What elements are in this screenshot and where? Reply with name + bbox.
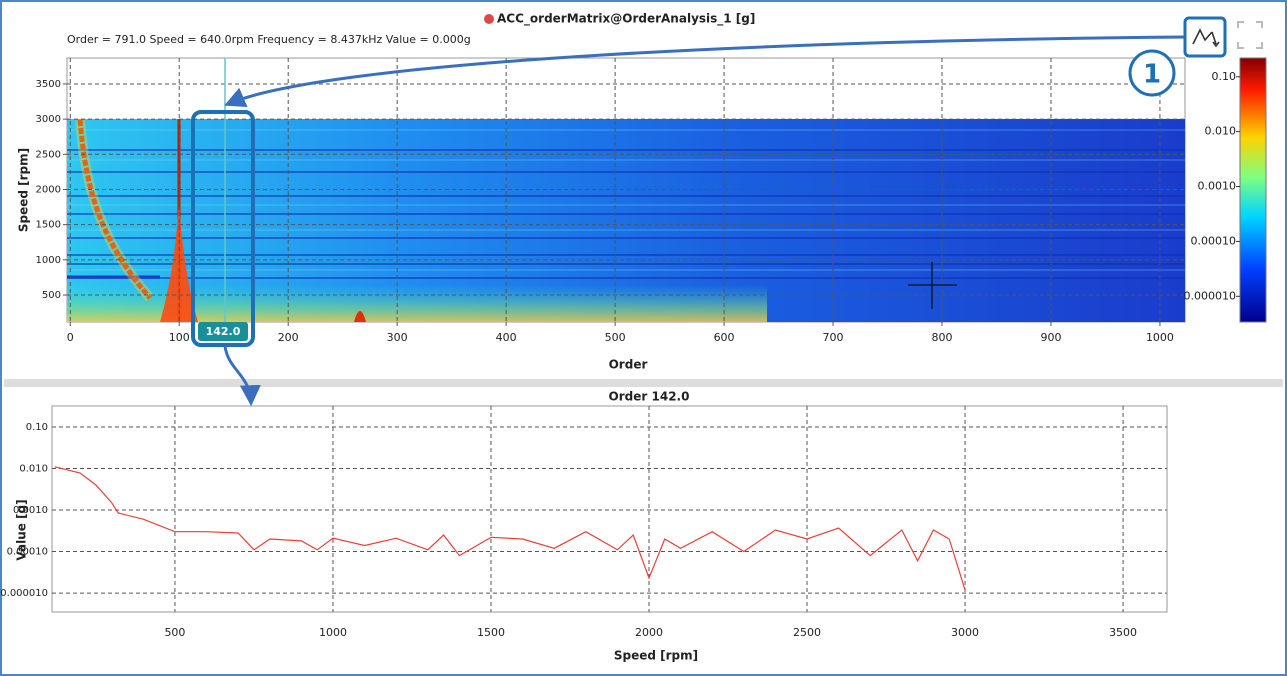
y-tick-label: 2000 bbox=[36, 184, 61, 195]
step-badge bbox=[1128, 49, 1176, 97]
y-tick-label: 500 bbox=[42, 290, 61, 301]
colorbar-label: 0.0010 bbox=[1198, 180, 1237, 193]
y-tick-label: 1500 bbox=[36, 220, 61, 231]
x-axis-title: Speed [rpm] bbox=[614, 649, 698, 663]
colorbar-label: 0.10 bbox=[1212, 70, 1237, 83]
colorbar-label: 0.000010 bbox=[1184, 289, 1237, 302]
step-number: 1 bbox=[1143, 60, 1161, 90]
x-tick-label: 900 bbox=[1040, 331, 1061, 344]
y-tick-label: 0.000010 bbox=[0, 588, 48, 599]
cursor-readout: Order = 791.0 Speed = 640.0rpm Frequency… bbox=[67, 33, 471, 46]
x-tick-label: 300 bbox=[387, 331, 408, 344]
cursor-label: 142.0 bbox=[206, 325, 241, 338]
crosshair bbox=[908, 262, 957, 309]
x-axis-title: Order bbox=[609, 358, 648, 372]
y-tick-label: 2500 bbox=[36, 149, 61, 160]
y-axis-title: Value [g] bbox=[15, 499, 29, 560]
y-tick-label: 0.0010 bbox=[13, 505, 48, 516]
chart-title: Order 142.0 bbox=[609, 390, 690, 404]
slice-icon bbox=[1192, 28, 1220, 48]
x-tick-label: 0 bbox=[67, 331, 74, 344]
callout-arrow bbox=[224, 35, 1188, 108]
cursor-label-box bbox=[198, 322, 248, 341]
y-axis-title: Speed [rpm] bbox=[17, 148, 31, 232]
x-tick-label: 600 bbox=[714, 331, 735, 344]
x-tick-label: 3500 bbox=[1109, 626, 1137, 639]
x-tick-label: 400 bbox=[496, 331, 517, 344]
x-tick-label: 700 bbox=[823, 331, 844, 344]
x-tick-label: 800 bbox=[932, 331, 953, 344]
y-tick-label: 0.010 bbox=[19, 463, 48, 474]
fullscreen-button[interactable] bbox=[1237, 21, 1263, 49]
x-tick-label: 1000 bbox=[319, 626, 347, 639]
highlight-box bbox=[191, 110, 255, 347]
y-tick-label: 3000 bbox=[36, 114, 61, 125]
x-tick-label: 2500 bbox=[793, 626, 821, 639]
x-tick-label: 100 bbox=[169, 331, 190, 344]
x-tick-label: 3000 bbox=[951, 626, 979, 639]
colorbar-label: 0.00010 bbox=[1191, 234, 1237, 247]
plot-area bbox=[51, 405, 1168, 613]
colorbar-label: 0.010 bbox=[1205, 125, 1237, 138]
y-tick-label: 1000 bbox=[36, 255, 61, 266]
x-tick-label: 200 bbox=[278, 331, 299, 344]
y-tick-label: 3500 bbox=[36, 79, 61, 90]
spectrogram-image bbox=[67, 119, 1185, 322]
channel-dot bbox=[484, 14, 494, 24]
order-slice-button[interactable] bbox=[1183, 16, 1227, 58]
colorbar bbox=[1239, 57, 1267, 323]
x-tick-label: 1000 bbox=[1146, 331, 1174, 344]
y-tick-label: 0.00010 bbox=[7, 547, 48, 558]
x-tick-label: 500 bbox=[164, 626, 185, 639]
y-tick-label: 0.10 bbox=[26, 422, 48, 433]
callout-arrow bbox=[223, 345, 261, 407]
x-tick-label: 500 bbox=[605, 331, 626, 344]
x-tick-label: 2000 bbox=[635, 626, 663, 639]
chart-title: ACC_orderMatrix@OrderAnalysis_1 [g] bbox=[497, 12, 755, 27]
x-tick-label: 1500 bbox=[477, 626, 505, 639]
data-line bbox=[54, 466, 966, 590]
